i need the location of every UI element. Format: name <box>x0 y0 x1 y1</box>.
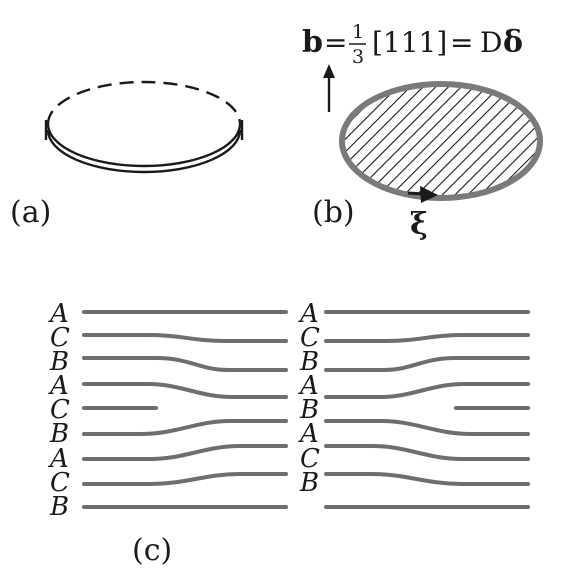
line-direction-xi: ξ <box>410 207 428 242</box>
right-layer-label: A <box>298 371 319 401</box>
right-layer-label: B <box>299 395 319 425</box>
miller-indices: [111] <box>372 26 447 59</box>
left-layer-label: A <box>48 299 69 329</box>
right-layer-label: B <box>299 347 319 377</box>
disk-bottom-edge <box>46 129 242 174</box>
panel-c-label: (c) <box>132 533 172 568</box>
fraction-denominator: 3 <box>352 46 364 68</box>
displacement-delta: δ <box>503 25 523 60</box>
equals-sign-1: = <box>324 26 347 59</box>
disk-top-front-edge <box>46 123 242 168</box>
right-atomic-plane <box>324 419 530 436</box>
burgers-vector-symbol: b <box>302 25 323 60</box>
line-direction-arrow <box>407 186 438 203</box>
panel-a-label: (a) <box>10 195 51 230</box>
right-atomic-plane <box>324 472 530 486</box>
right-layer-label: C <box>300 323 320 353</box>
left-atomic-plane <box>82 444 288 461</box>
left-layer-label: C <box>50 323 70 353</box>
frank-loop-hatched <box>339 81 543 201</box>
right-atomic-plane <box>324 444 530 461</box>
right-atomic-plane <box>324 333 530 343</box>
equals-sign-2: = <box>450 26 473 59</box>
right-atomic-plane <box>324 356 530 372</box>
left-layer-label: C <box>50 395 70 425</box>
left-layer-label: A <box>48 371 69 401</box>
panel-c: A C B A C B A C B A C B A B A C B <box>48 299 530 568</box>
panel-a: (a) <box>10 80 244 230</box>
left-layer-label: C <box>50 468 70 498</box>
right-layer-label: B <box>299 468 319 498</box>
burgers-arrow <box>323 64 335 112</box>
fraction-numerator: 1 <box>352 21 364 43</box>
left-layer-label: B <box>49 419 69 449</box>
left-atomic-plane <box>82 356 288 372</box>
right-layer-label: A <box>298 419 319 449</box>
right-layer-label: C <box>300 444 320 474</box>
right-layer-label: A <box>298 299 319 329</box>
left-layer-label: A <box>48 444 69 474</box>
left-atomic-plane <box>82 419 288 436</box>
displacement-D: D <box>480 26 502 59</box>
panel-b: b = 1 3 [111] = D δ ξ (b) <box>302 21 543 242</box>
left-atomic-plane <box>82 333 288 343</box>
disk-top-back-edge <box>46 80 242 125</box>
left-layer-label: B <box>49 347 69 377</box>
right-atomic-plane <box>324 382 530 399</box>
left-layer-label: B <box>49 492 69 522</box>
left-atomic-plane <box>82 382 288 399</box>
panel-b-label: (b) <box>312 195 355 230</box>
left-atomic-plane <box>82 472 288 486</box>
